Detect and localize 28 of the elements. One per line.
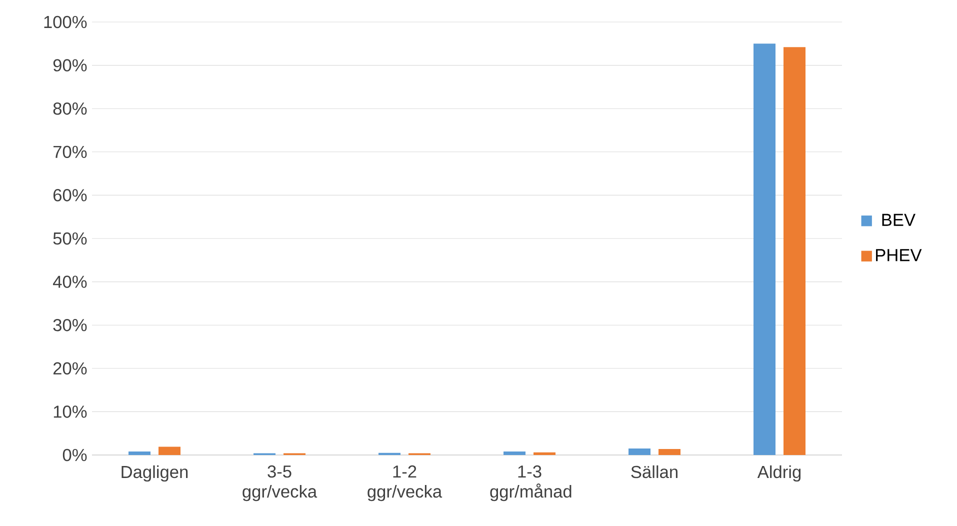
x-tick-label: 1-3 ggr/månad [490, 465, 572, 502]
y-tick-label: 80% [53, 102, 87, 115]
y-tick-label: 40% [52, 276, 87, 288]
x-tick-label: 1-2 ggr/vecka [368, 465, 442, 502]
y-tick-label: 50% [53, 232, 87, 245]
y-tick-label: 70% [54, 146, 87, 158]
bar [158, 446, 180, 456]
y-tick-label: 10% [54, 406, 87, 418]
y-tick-label: 20% [53, 362, 87, 375]
bar [128, 452, 150, 456]
bar [754, 44, 776, 456]
x-tick-label: Sällan [631, 465, 678, 478]
x-tick-label: Aldrig [757, 465, 801, 482]
bar [658, 448, 681, 456]
bar [534, 452, 556, 456]
x-tick-label: 3-5 ggr/vecka [242, 465, 318, 502]
legend-label: PHEV [876, 249, 922, 262]
y-tick-label: 0% [62, 448, 87, 462]
y-tick-label: 100% [44, 16, 87, 28]
bar [784, 47, 806, 456]
bar [628, 448, 650, 456]
y-tick-label: 90% [53, 59, 87, 72]
bar [378, 452, 400, 456]
x-tick-label: Dagligen [122, 465, 188, 482]
legend-label: BEV [882, 214, 916, 226]
bar [504, 452, 526, 456]
y-tick-label: 60% [53, 189, 87, 202]
y-tick-label: 30% [53, 318, 87, 332]
